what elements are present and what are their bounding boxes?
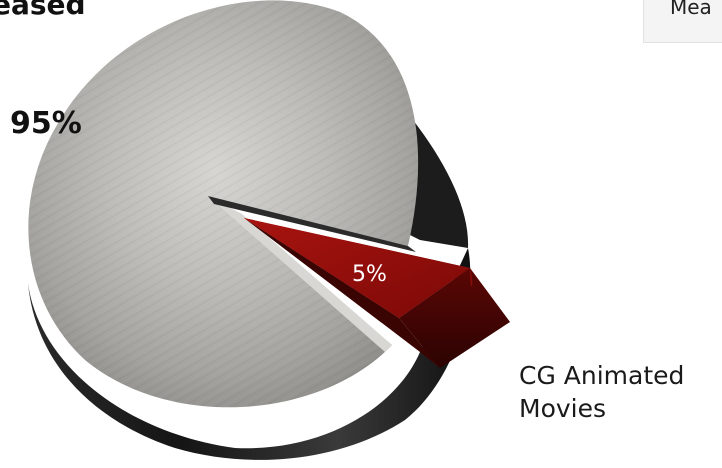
category-label-line-1: CG Animated (519, 361, 685, 390)
pie-slice-large-cut-edge (208, 196, 392, 352)
data-label-large-slice: 95% (10, 106, 82, 141)
category-label-cg-animated-movies: CG Animated Movies (519, 359, 719, 425)
pie-slice-small-side (399, 268, 510, 368)
pie-slice-large-texture (28, 0, 419, 408)
pie-slice-large-cut-shadow (208, 196, 416, 252)
category-label-line-2: Movies (519, 394, 607, 423)
data-label-small-slice: 5% (352, 262, 387, 287)
chart-title: eased (0, 0, 86, 21)
pie-slice-small-top (244, 218, 470, 318)
legend: Mea (643, 0, 722, 43)
legend-label: Mea (670, 0, 712, 19)
